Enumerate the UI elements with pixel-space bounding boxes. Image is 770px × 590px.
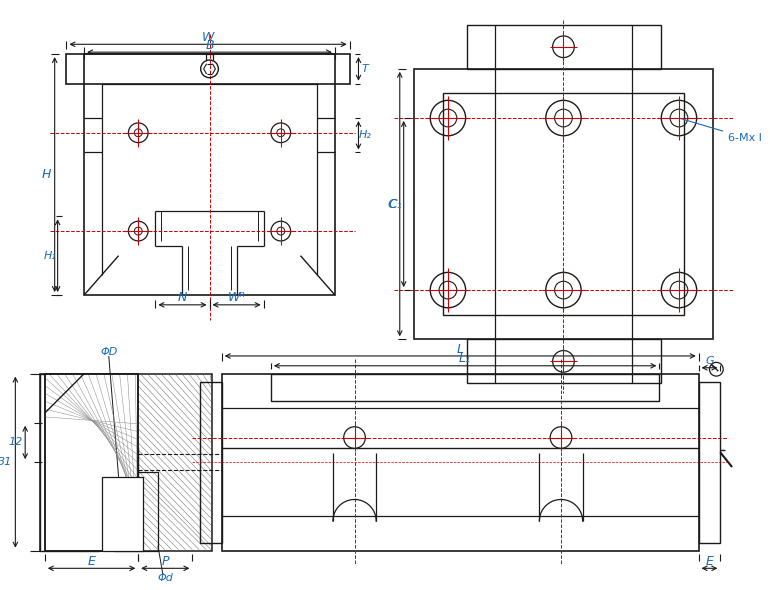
Text: E: E [88, 555, 95, 568]
Text: C₁: C₁ [389, 198, 403, 211]
Bar [40, 373, 99, 550]
Bar [40, 373, 212, 550]
Text: H₂: H₂ [359, 130, 372, 140]
Text: N: N [178, 291, 187, 304]
Bar [413, 69, 713, 339]
Bar [467, 339, 661, 384]
Text: H₁: H₁ [43, 251, 56, 261]
Text: 6-Mx l: 6-Mx l [681, 119, 762, 143]
Bar [66, 54, 350, 84]
Text: T: T [362, 64, 369, 74]
Text: Φd: Φd [158, 573, 174, 583]
Text: P: P [162, 555, 169, 568]
Text: E: E [705, 555, 713, 568]
Bar [698, 382, 720, 543]
Text: H: H [42, 168, 52, 181]
Text: W: W [202, 31, 214, 44]
Bar [200, 382, 222, 543]
Text: ΦD: ΦD [100, 347, 118, 357]
Bar [99, 447, 139, 497]
Text: C: C [387, 198, 397, 211]
Text: L₁: L₁ [459, 352, 471, 365]
Bar [114, 472, 158, 550]
Text: 12: 12 [8, 437, 22, 447]
Text: B: B [206, 39, 214, 52]
Bar [271, 373, 659, 401]
Bar [102, 477, 143, 550]
Bar [45, 373, 139, 550]
Bar [467, 25, 661, 69]
Bar [222, 373, 698, 550]
Text: 31: 31 [0, 457, 12, 467]
Bar [45, 373, 139, 550]
Bar [84, 54, 335, 295]
Bar [443, 93, 684, 314]
Text: L: L [457, 343, 464, 356]
Text: Wᴿ: Wᴿ [228, 291, 246, 304]
Text: G: G [705, 356, 714, 366]
